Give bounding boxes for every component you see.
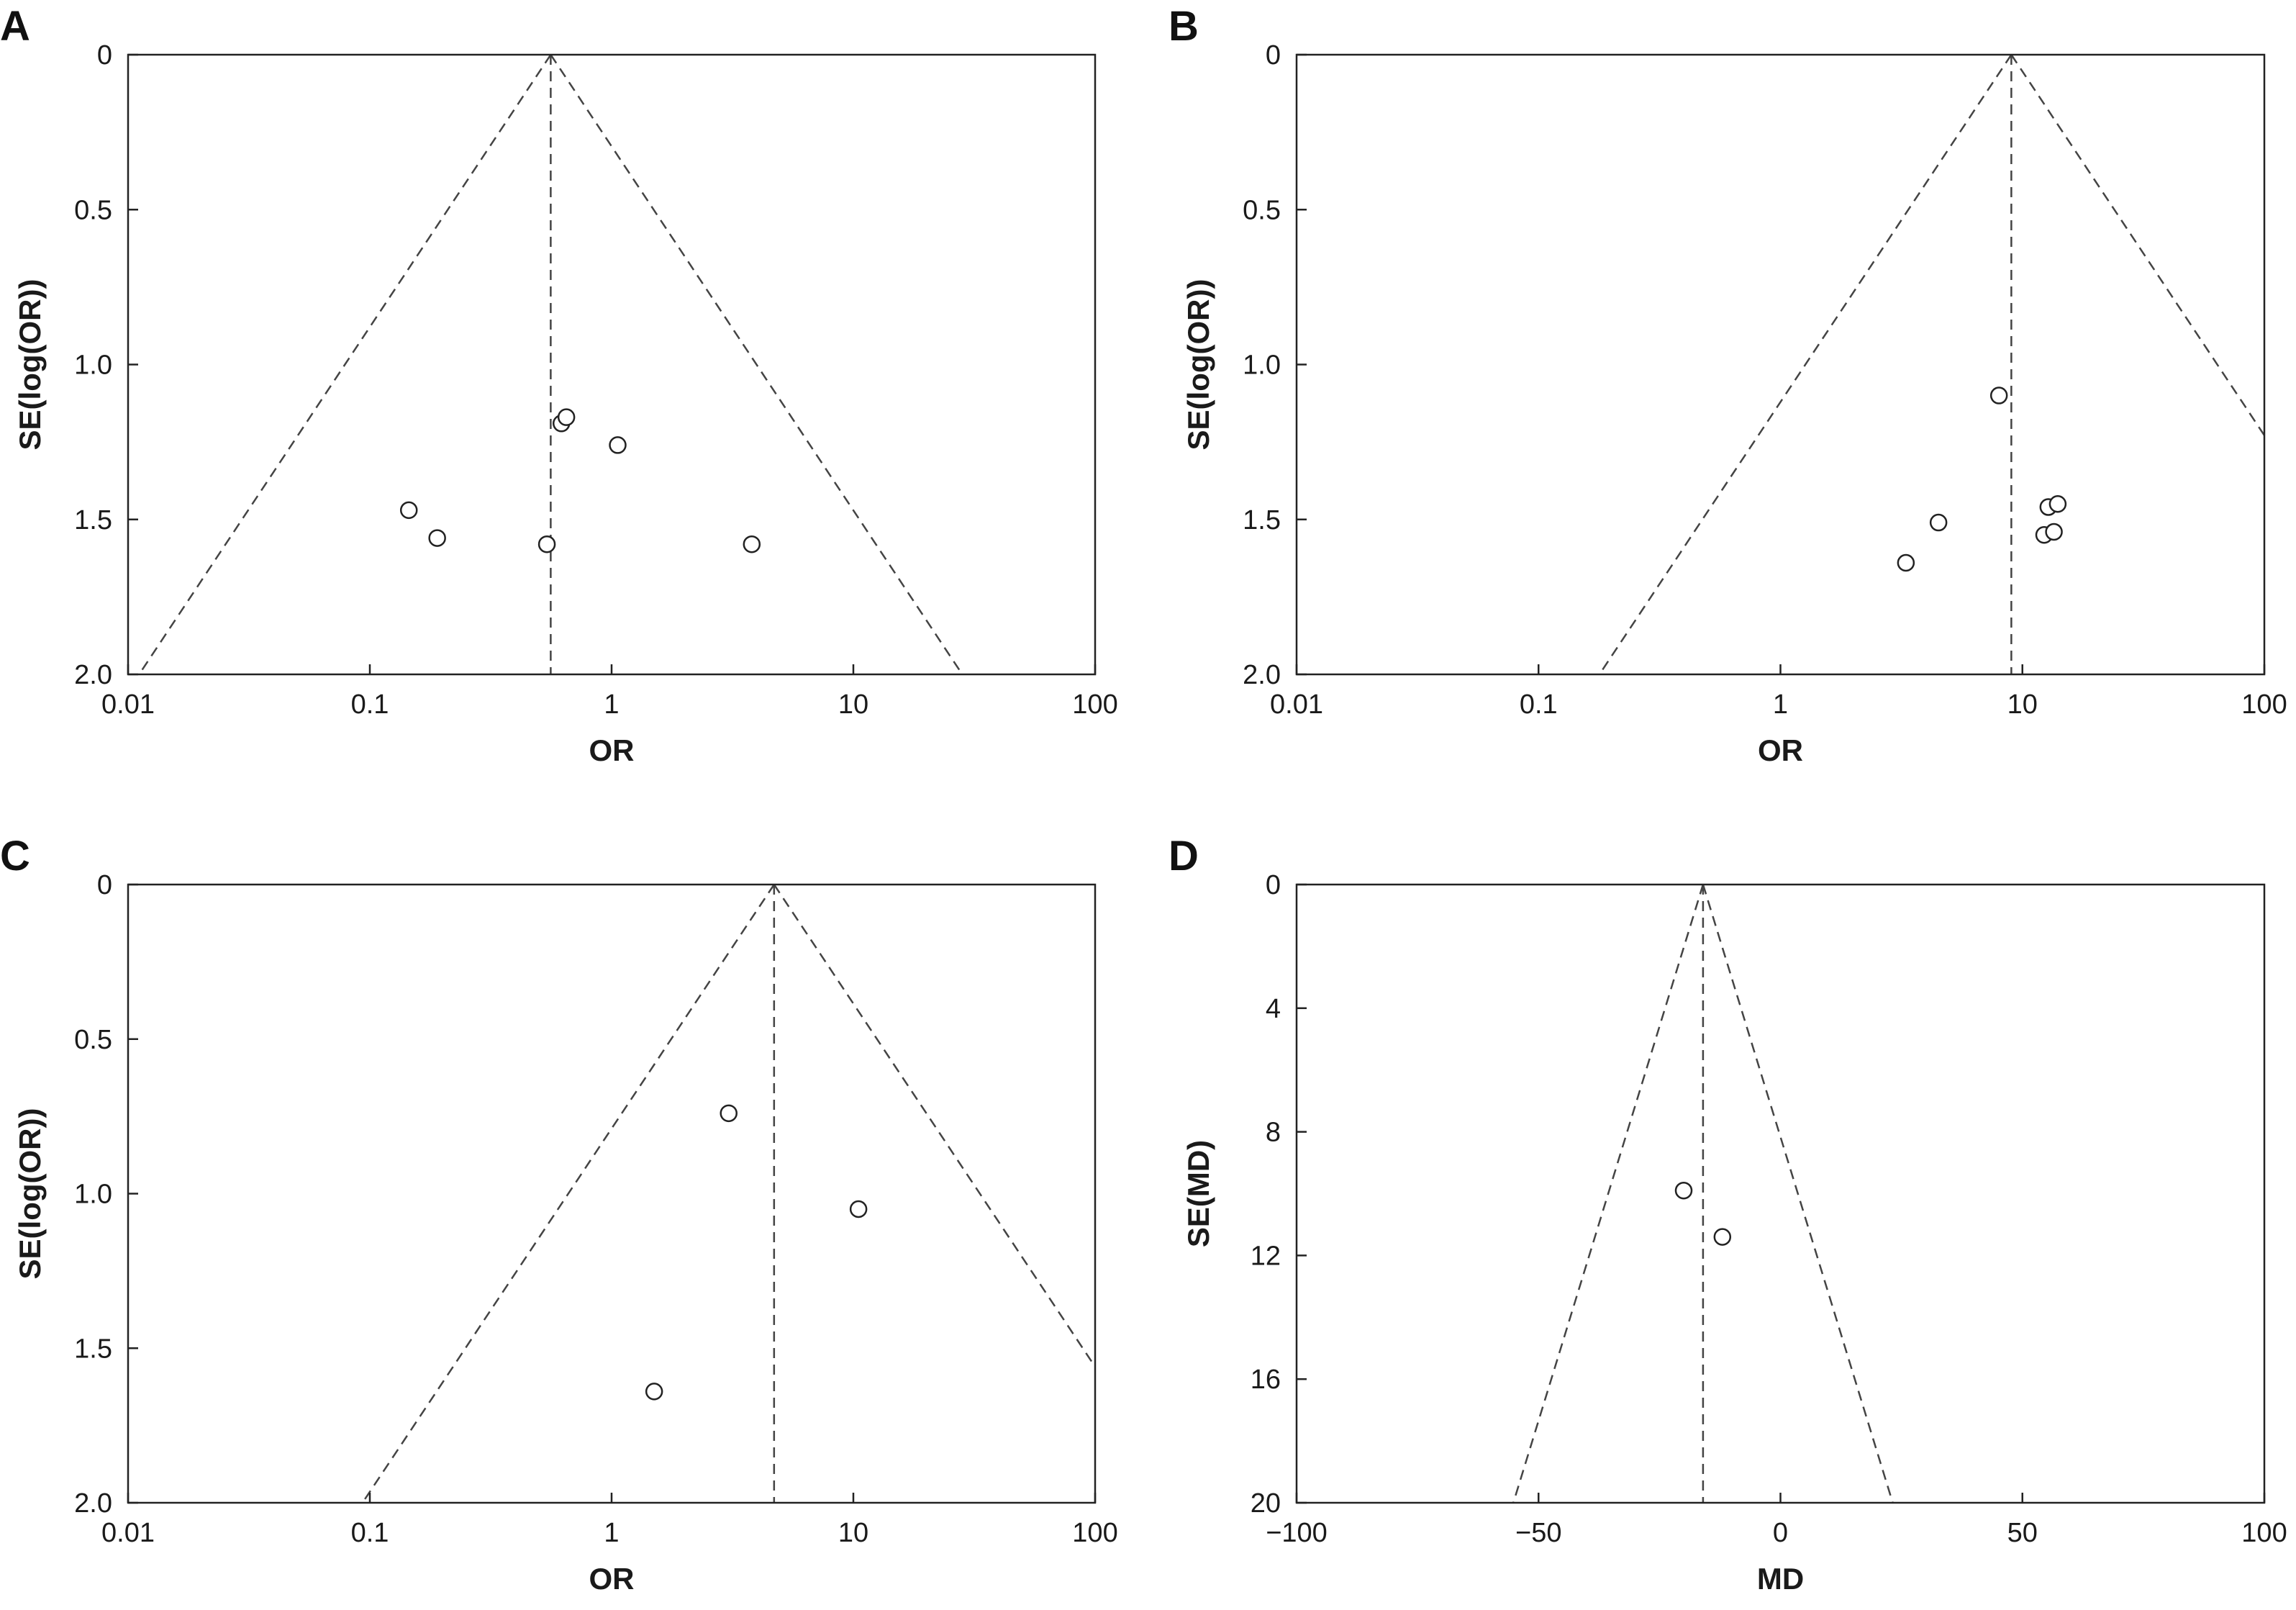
study-point	[428, 529, 446, 547]
x-tick-label: 0.1	[351, 689, 389, 720]
plot-frame	[1295, 53, 2266, 676]
study-point	[645, 1383, 663, 1401]
funnel-right-line	[2010, 55, 2264, 438]
x-axis-title: OR	[589, 733, 635, 767]
x-tick-label: 0	[1773, 1518, 1788, 1548]
y-tick-label: 2.0	[1243, 660, 1281, 690]
x-tick-label: 100	[1072, 1518, 1117, 1548]
funnel-right-line	[550, 55, 963, 674]
y-tick-label: 1.0	[74, 351, 112, 381]
study-point	[609, 436, 627, 454]
y-axis-title: SE(log(OR))	[13, 1108, 47, 1280]
x-tick-label: 1	[1773, 689, 1788, 720]
x-axis-title: OR	[589, 1562, 635, 1596]
y-tick-label: 0	[1266, 870, 1281, 900]
y-tick-label: 0	[97, 40, 112, 71]
y-axis-title: SE(log(OR))	[13, 279, 47, 451]
study-point	[1897, 553, 1915, 572]
panel-letter: C	[0, 833, 30, 879]
plot-frame	[127, 883, 1097, 1504]
x-tick-label: 1	[604, 1518, 619, 1548]
x-tick-label: 0.01	[1270, 689, 1323, 720]
panel-a: 0.01 0.1 1 10 100 0 0.5 1.0 1.5 2.0 OR SE(log(OR)) A	[0, 3, 1118, 767]
y-tick-label: 1.5	[74, 1334, 112, 1364]
y-tick-label: 1.5	[74, 505, 112, 535]
x-axis-title: OR	[1758, 733, 1803, 767]
study-point	[2048, 494, 2067, 513]
study-point	[1989, 386, 2008, 404]
x-tick-label: 100	[1072, 689, 1117, 720]
x-tick-label: 1	[604, 689, 619, 720]
funnel-left-line	[1598, 55, 2013, 674]
study-point	[557, 408, 576, 426]
funnel-group	[138, 55, 963, 674]
y-tick-label: 16	[1251, 1365, 1281, 1395]
x-tick-label: 10	[838, 1518, 868, 1548]
y-tick-label: 8	[1266, 1118, 1281, 1148]
x-axis-title: MD	[1757, 1562, 1804, 1596]
x-tick-label: 50	[2007, 1518, 2038, 1548]
x-tick-label: −100	[1266, 1518, 1328, 1548]
y-axis-title: SE(log(OR))	[1181, 279, 1215, 451]
y-tick-label: 0.5	[1243, 195, 1281, 225]
panel-letter: A	[0, 3, 30, 50]
x-tick-label: 0.01	[101, 1518, 155, 1548]
funnel-left-line	[361, 885, 775, 1503]
plot-frame	[127, 53, 1097, 676]
panel-b: 0.01 0.1 1 10 100 0 0.5 1.0 1.5 2.0 OR SE(log(OR)) B	[1169, 3, 2287, 767]
y-tick-label: 0	[1266, 40, 1281, 71]
funnel-group	[361, 885, 1095, 1503]
y-tick-label: 12	[1251, 1241, 1281, 1271]
x-tick-label: 100	[2241, 1518, 2287, 1548]
y-tick-label: 2.0	[74, 660, 112, 690]
y-tick-label: 1.5	[1243, 505, 1281, 535]
y-tick-label: 1.0	[1243, 351, 1281, 381]
panel-c: 0.01 0.1 1 10 100 0 0.5 1.0 1.5 2.0 OR SE(log(OR)) C	[0, 833, 1118, 1596]
study-point	[849, 1200, 868, 1218]
funnel-left-line	[138, 55, 552, 674]
study-point	[720, 1104, 738, 1123]
funnel-right-line	[1702, 885, 1894, 1503]
y-axis-title: SE(MD)	[1181, 1140, 1215, 1247]
y-tick-label: 20	[1251, 1488, 1281, 1519]
panel-d: −100 −50 0 50 100 0 4 8 12 16 20 MD SE(MD) D	[1169, 833, 2287, 1596]
study-point	[743, 535, 761, 553]
x-tick-label: −50	[1515, 1518, 1561, 1548]
y-tick-label: 0.5	[74, 1025, 112, 1055]
panels-container: 0.01 0.1 1 10 10000.51.01.52.0ORSE(log(OR))A…	[0, 3, 2287, 1596]
x-tick-label: 100	[2241, 689, 2287, 720]
study-point	[537, 535, 556, 553]
x-tick-label: 0.1	[351, 1518, 389, 1548]
funnel-left-line	[1512, 885, 1705, 1503]
study-point	[2045, 523, 2063, 541]
y-tick-label: 0.5	[74, 195, 112, 225]
plot-frame	[1295, 883, 2266, 1504]
study-point	[1674, 1181, 1693, 1200]
study-point	[1713, 1228, 1732, 1246]
x-tick-label: 0.01	[101, 689, 155, 720]
funnel-group	[1598, 55, 2264, 674]
y-tick-label: 0	[97, 870, 112, 900]
funnel-right-line	[773, 885, 1095, 1369]
panel-letter: B	[1169, 3, 1199, 50]
x-tick-label: 10	[838, 689, 868, 720]
y-tick-label: 4	[1266, 994, 1281, 1024]
study-point	[1929, 513, 1948, 532]
y-tick-label: 1.0	[74, 1180, 112, 1210]
x-tick-label: 0.1	[1520, 689, 1558, 720]
panel-letter: D	[1169, 833, 1199, 879]
y-tick-label: 2.0	[74, 1488, 112, 1519]
funnel-group	[1512, 885, 1894, 1503]
study-point	[399, 501, 418, 520]
x-tick-label: 10	[2007, 689, 2038, 720]
